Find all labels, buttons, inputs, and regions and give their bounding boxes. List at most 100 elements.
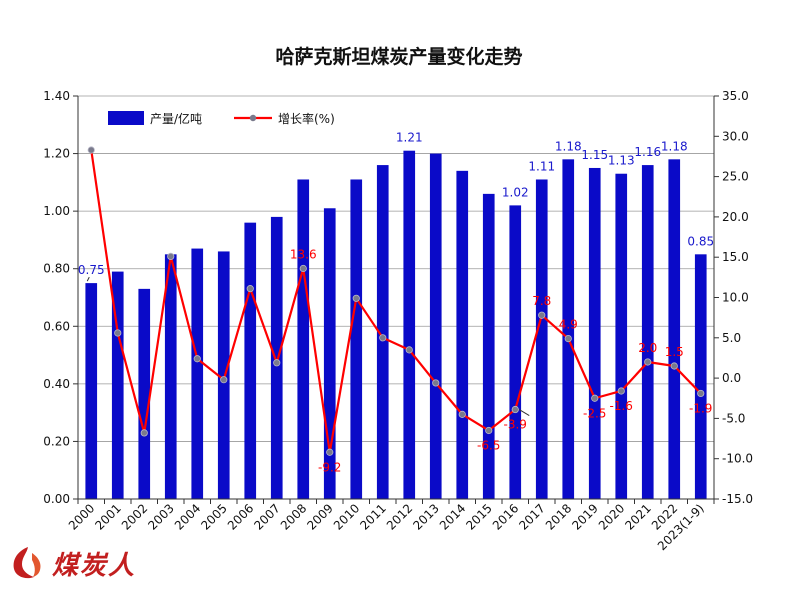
line-value-label: 13.6 [290,247,317,261]
growth-rate-line [90,149,702,454]
line-value-label: -3.9 [504,418,527,432]
growth-rate-point [87,146,95,154]
line-value-label: -6.5 [477,438,500,452]
grid-lines [78,95,714,500]
bar [217,251,230,499]
x-tick-label: 2012 [384,501,415,532]
x-tick-label: 2004 [172,501,203,532]
bar [376,165,389,500]
growth-rate-point [379,334,387,342]
x-tick-label: 2011 [357,501,388,532]
growth-rate-point [299,264,307,273]
y-right-tick-label: -15.0 [722,492,753,506]
growth-rate-point [564,335,572,343]
chart-title: 哈萨克斯坦煤炭产量变化走势 [275,45,522,68]
y-left-tick-label: 1.40 [43,89,70,103]
x-tick-label: 2021 [622,501,653,532]
x-tick-label: 2018 [543,501,574,532]
bar [111,271,124,499]
bar [535,179,548,499]
bar [85,283,98,499]
x-tick-label: 2007 [251,501,282,532]
x-tick-label: 2000 [66,501,97,532]
y-right-tick-label: 25.0 [722,170,749,184]
bar [615,173,628,499]
bar [456,170,469,500]
growth-rate-point [538,311,546,319]
y-left-tick-label: 1.00 [43,204,70,218]
bar [403,150,416,499]
legend-swatch-marker [249,114,257,122]
y-left-tick-label: 0.00 [43,492,70,506]
growth-rate-point [511,405,519,414]
y-right-tick-label: 15.0 [722,250,749,264]
bar [509,205,522,499]
bar-value-label: 1.13 [608,154,635,168]
y-right-tick-label: -5.0 [722,411,745,425]
y-right-tick-label: 0.0 [722,371,741,385]
x-tick-label: 2020 [596,501,627,532]
growth-rate-point [352,294,360,302]
growth-rate-point [485,426,493,435]
growth-rate-point [432,379,440,387]
bar-value-label: 1.15 [581,148,608,162]
y-left-tick-label: 0.20 [43,434,70,448]
growth-rate-point [167,252,175,260]
bar [482,193,495,499]
growth-rate-point [697,389,705,398]
growth-rate-point [458,410,466,418]
bar [694,254,707,499]
x-tick-label: 2017 [516,501,547,532]
legend-label-output: 产量/亿吨 [150,111,202,126]
bar [323,208,336,499]
data-labels: 0.751.211.021.111.181.15 1.131.16 1.180.85… [78,131,714,475]
line-value-label: -2.5 [583,406,606,420]
bar [138,288,151,499]
bar-value-label: 0.75 [78,263,105,277]
y-right-tick-label: -10.0 [722,452,753,466]
y-right-tick-label: 30.0 [722,129,749,143]
bar-value-label: 1.18 [661,139,688,153]
bar [297,179,310,499]
growth-rate-point [591,394,599,402]
bar [641,165,654,500]
legend-swatch-bar [108,111,144,125]
y-right-tick-label: 20.0 [722,210,749,224]
y-right-tick-label: 10.0 [722,291,749,305]
growth-rate-point [326,448,334,456]
bar-value-label: 1.18 [555,139,582,153]
bar [270,216,283,499]
line-value-label: -1.6 [610,399,633,413]
growth-rate-point [140,429,148,437]
growth-rate-point [273,359,281,367]
x-tick-label: 2003 [145,501,176,532]
x-tick-label: 2008 [278,501,309,532]
bar-value-label: 1.21 [396,131,423,145]
bar-value-label: 1.02 [502,185,529,199]
x-tick-label: 2013 [410,501,441,532]
growth-rate-point [644,358,652,366]
bar [164,254,177,499]
x-tick-label: 2006 [225,501,256,532]
growth-rate-point [114,329,122,337]
line-series [87,146,705,456]
bar-series [85,150,707,500]
bar-value-label: 1.11 [528,159,555,173]
leader-line [518,409,530,416]
line-value-label: 4.9 [559,318,578,332]
x-tick-label: 2015 [463,501,494,532]
x-tick-label: 2009 [304,501,335,532]
growth-rate-point [193,355,201,363]
legend: 产量/亿吨 增长率(%) [108,111,335,126]
growth-rate-point [220,376,228,384]
bar-value-label: 1.16 [634,145,661,159]
growth-rate-point [617,387,625,395]
x-tick-label: 2002 [119,501,150,532]
y-left-tick-label: 0.80 [43,262,70,276]
x-tick-label: 2001 [92,501,123,532]
bar [244,222,257,499]
coal-flame-logo-icon [13,547,41,579]
bar [191,248,204,499]
